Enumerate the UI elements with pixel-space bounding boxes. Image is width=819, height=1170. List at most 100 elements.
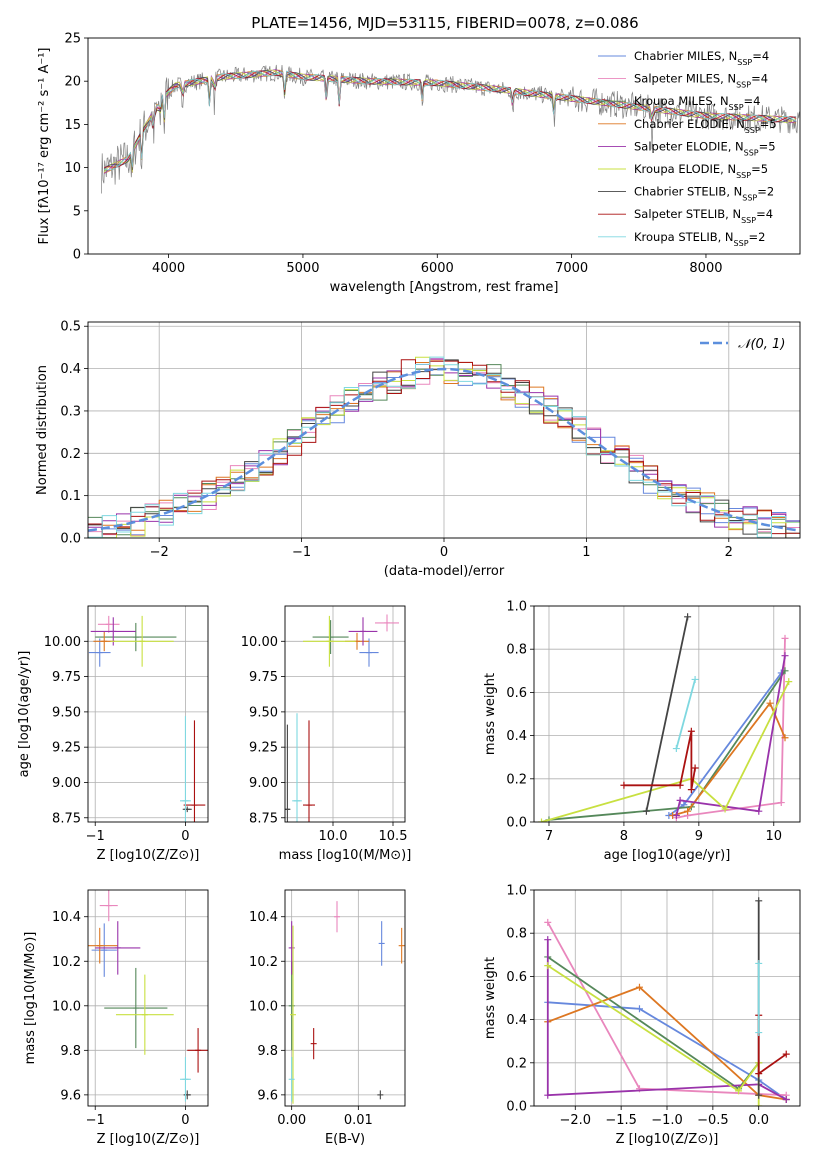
series-marker [781,634,789,642]
series-line [675,655,786,816]
series-marker [691,764,699,772]
plot-area-residuals [88,356,800,538]
x-axis-label: wavelength [Angstrom, rest frame] [330,280,559,295]
x-axis-label: age [log10(age/yr)] [604,848,731,863]
legend-entry: Chabrier MILES, NSSP=4 [634,49,769,67]
legend-entry: Chabrier STELIB, NSSP=2 [634,185,774,203]
y-tick-label: 15 [64,118,81,133]
x-axis-label: E(B-V) [325,1132,365,1147]
series-marker [687,727,695,735]
x-tick-label: 0.0 [748,1113,769,1128]
series-marker [755,1102,763,1106]
panel-residuals: −2 −1 0 1 2 0.0 0.1 0.2 0.3 0.4 0.5 (data-model)/er… [35,320,801,579]
plot-area-massweight-vs-Z [544,897,790,1106]
model-spectrum [103,69,797,174]
series-marker [735,1087,743,1095]
y-tick-label: 8.75 [249,811,278,826]
y-tick-label: 0.6 [506,686,527,701]
y-tick-label: 1.0 [506,600,527,615]
series-marker [635,1005,643,1013]
series-line [675,679,696,749]
series-line [672,701,786,817]
grid-age-vs-Z [88,606,208,822]
legend-value: =4 [756,207,773,221]
y-tick-label: 0.0 [506,1100,527,1115]
y-axis-label: mass [log10(M/M⊙)] [23,932,38,1065]
y-tick-label: 9.00 [52,776,81,791]
x-axis-label: Z [log10(Z/Z⊙)] [616,1132,719,1147]
legend-subscript: SSP [744,148,759,157]
series-marker [755,1029,763,1037]
legend-value: =2 [749,230,766,244]
y-tick-label: 0.2 [506,1056,527,1071]
y-tick-label: 1.0 [506,884,527,899]
panel-massweight-vs-age: 7 8 9 10 0.0 0.2 0.4 0.6 0.8 1.0 age [log10(age/yr… [483,600,801,863]
y-axis-label: mass weight [483,957,498,1039]
x-tick-label: 6000 [421,261,454,276]
y-tick-label: 0.8 [506,927,527,942]
y-tick-label: 9.75 [52,670,81,685]
x-tick-label: −1.0 [651,1113,683,1128]
series-marker [782,1096,790,1104]
x-tick-label: 0 [440,545,448,560]
y-axis-label: Normed distribution [35,365,50,495]
series-marker [684,807,692,815]
model-spectrum [103,70,797,168]
series-line [548,670,786,821]
plot-area-age-vs-mass [285,614,399,822]
y-axis-label: mass weight [483,673,498,755]
series-marker [755,1091,763,1099]
x-tick-label: 10 [766,829,783,844]
y-tick-label: 10.2 [52,955,81,970]
x-axis-label: (data-model)/error [384,564,505,579]
legend-subscript: SSP [736,171,751,180]
series-line [547,986,787,1101]
series-marker [672,745,680,753]
y-tick-label: 0.0 [506,816,527,831]
series-marker [777,799,785,807]
series-line [547,964,760,1106]
y-tick-label: 9.50 [52,705,81,720]
y-tick-label: 10.0 [249,999,278,1014]
plot-area-mass-vs-EBV [288,901,405,1104]
legend-value: =5 [751,162,768,176]
y-tick-label: 9.00 [249,776,278,791]
series-marker [676,781,684,789]
x-tick-label: 9 [695,829,703,844]
grid-age-vs-mass [285,606,405,822]
legend-entry: Chabrier ELODIE, NSSP=5 [634,117,777,135]
series-line [668,672,783,817]
x-tick-label: −1 [86,829,105,844]
x-tick-label: −2.0 [559,1113,591,1128]
axes-frame [533,889,801,1107]
plot-area-mass-vs-Z [88,890,208,1102]
legend-entry: Kroupa ELODIE, NSSP=5 [634,162,768,180]
series-line [541,681,790,822]
y-tick-label: 20 [64,75,81,90]
series-line [546,939,787,1101]
series-marker [766,699,774,707]
y-tick-label: 10 [64,161,81,176]
legend-spectrum: Chabrier MILES, NSSP=4 Salpeter MILES, NS… [598,49,777,247]
x-tick-label: −1 [86,1113,105,1128]
x-tick-label: −0.5 [697,1113,729,1128]
x-tick-label: 7 [545,829,553,844]
panel-age-vs-mass: 10.0 10.5 8.75 9.00 9.25 9.50 9.75 10.00 mass [l… [241,605,411,863]
x-axis-label: Z [log10(Z/Z⊙)] [97,848,200,863]
series-line [676,638,786,819]
x-tick-label: −1.5 [605,1113,637,1128]
legend-residuals: 𝒩(0, 1) [700,337,785,352]
y-tick-label: 8.75 [52,811,81,826]
legend-subscript: SSP [729,103,744,112]
legend-subscript: SSP [737,58,752,67]
series-marker [544,936,552,944]
y-tick-label: 9.8 [257,1044,278,1059]
legend-entry: Salpeter ELODIE, NSSP=5 [634,139,776,157]
y-tick-label: 0.1 [60,489,81,504]
axes-frame [284,605,406,823]
series-marker [672,812,680,820]
plot-area-massweight-vs-age [537,613,793,822]
y-tick-label: 9.6 [257,1088,278,1103]
series-line [645,616,689,812]
x-tick-label: 8 [620,829,628,844]
